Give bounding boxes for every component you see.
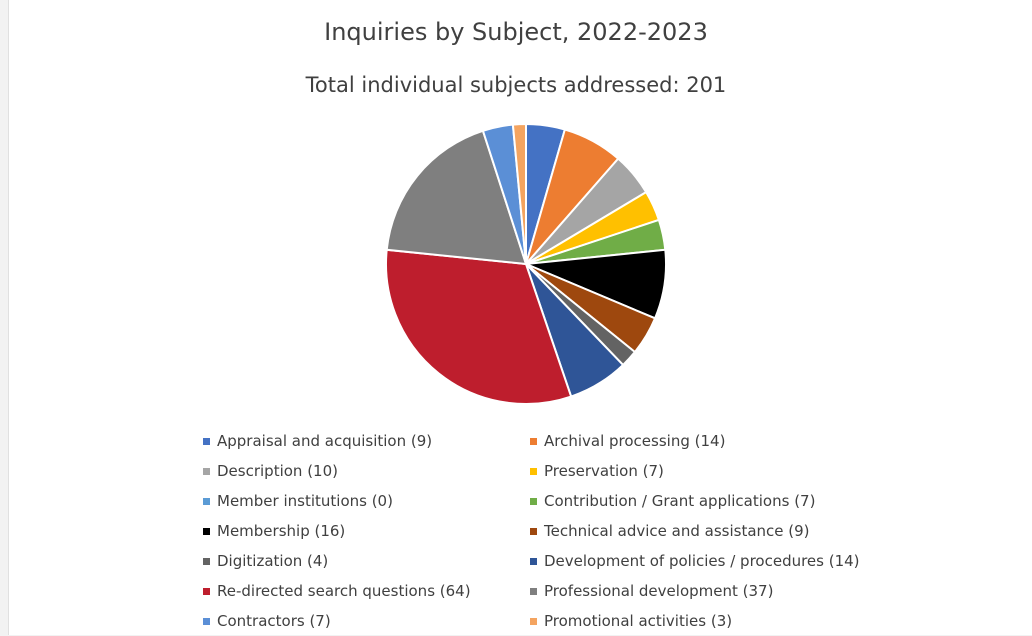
legend-item: Member institutions (0) xyxy=(203,486,530,516)
legend-label: Professional development (37) xyxy=(544,582,774,600)
legend-swatch xyxy=(530,437,537,445)
legend-swatch xyxy=(530,467,537,475)
chart-legend: Appraisal and acquisition (9) Archival p… xyxy=(203,426,903,636)
legend-label: Description (10) xyxy=(217,462,338,480)
legend-swatch xyxy=(203,467,210,475)
pie-slice xyxy=(511,122,527,265)
legend-item: Contribution / Grant applications (7) xyxy=(530,486,890,516)
legend-swatch xyxy=(203,557,210,565)
legend-item: Digitization (4) xyxy=(203,546,530,576)
legend-swatch xyxy=(203,587,210,595)
legend-item: Contractors (7) xyxy=(203,606,530,636)
legend-item: Preservation (7) xyxy=(530,456,890,486)
legend-swatch xyxy=(203,437,210,445)
legend-item: Appraisal and acquisition (9) xyxy=(203,426,530,456)
legend-label: Technical advice and assistance (9) xyxy=(544,522,810,540)
chart-subtitle: Total individual subjects addressed: 201 xyxy=(305,73,727,97)
legend-swatch xyxy=(530,497,537,505)
legend-swatch xyxy=(530,527,537,535)
legend-swatch xyxy=(203,497,210,505)
legend-label: Membership (16) xyxy=(217,522,346,540)
legend-swatch xyxy=(530,617,537,625)
legend-swatch xyxy=(203,617,210,625)
legend-label: Digitization (4) xyxy=(217,552,329,570)
legend-label: Contractors (7) xyxy=(217,612,331,630)
legend-label: Contribution / Grant applications (7) xyxy=(544,492,816,510)
legend-item: Archival processing (14) xyxy=(530,426,890,456)
legend-item: Technical advice and assistance (9) xyxy=(530,516,890,546)
legend-label: Promotional activities (3) xyxy=(544,612,733,630)
legend-label: Member institutions (0) xyxy=(217,492,393,510)
legend-label: Appraisal and acquisition (9) xyxy=(217,432,433,450)
legend-label: Preservation (7) xyxy=(544,462,664,480)
legend-item: Description (10) xyxy=(203,456,530,486)
pie-slice xyxy=(385,248,573,405)
legend-item: Development of policies / procedures (14… xyxy=(530,546,890,576)
legend-label: Development of policies / procedures (14… xyxy=(544,552,860,570)
legend-item: Professional development (37) xyxy=(530,576,890,606)
legend-swatch xyxy=(530,557,537,565)
legend-item: Promotional activities (3) xyxy=(530,606,890,636)
pie-chart xyxy=(385,122,667,405)
legend-label: Re-directed search questions (64) xyxy=(217,582,471,600)
legend-swatch xyxy=(530,587,537,595)
legend-swatch xyxy=(203,527,210,535)
chart-title: Inquiries by Subject, 2022-2023 xyxy=(324,18,708,46)
pie-slice xyxy=(385,129,528,266)
legend-item: Re-directed search questions (64) xyxy=(203,576,530,606)
legend-item: Membership (16) xyxy=(203,516,530,546)
legend-label: Archival processing (14) xyxy=(544,432,726,450)
